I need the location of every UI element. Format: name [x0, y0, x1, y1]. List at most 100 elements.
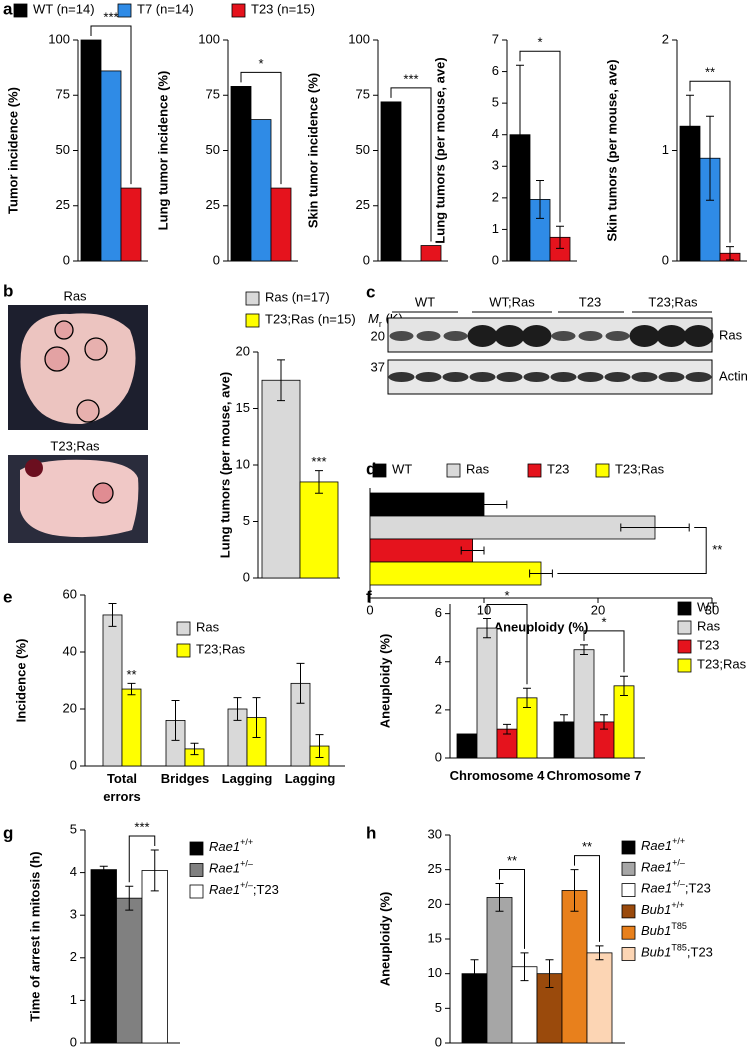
blot-band — [443, 331, 468, 341]
y-tick-label: 25 — [56, 197, 70, 212]
panel-letter: c — [366, 282, 375, 301]
blot-band — [496, 372, 523, 382]
legend-label: Rae1+/– — [209, 859, 253, 876]
error-bar — [556, 225, 564, 249]
error-bar — [620, 523, 690, 532]
y-tick-label: 75 — [206, 87, 220, 102]
legend-label: T23;Ras — [196, 641, 246, 656]
mr-symbol: M — [368, 311, 379, 326]
significance-label: *** — [134, 819, 149, 834]
bar — [369, 515, 656, 540]
blot-band — [605, 331, 630, 341]
error-bar — [470, 959, 479, 989]
blot-band — [550, 372, 577, 382]
y-tick-label: 10 — [428, 965, 442, 980]
error-bar — [315, 734, 324, 758]
blot-band — [415, 372, 442, 382]
legend-label: Ras (n=17) — [265, 289, 330, 304]
significance-label: ** — [126, 667, 136, 682]
y-tick-label: 4 — [435, 653, 442, 668]
panel-letter: g — [3, 823, 13, 842]
error-bar — [726, 246, 734, 261]
y-axis-label: Aneuploidy (%) — [377, 634, 392, 729]
y-tick-label: 30 — [428, 826, 442, 841]
blot-band — [388, 372, 415, 382]
legend-label-sup: +/– — [672, 879, 685, 889]
legend-swatch — [677, 658, 692, 673]
error-bar — [516, 64, 524, 205]
panel-letter: h — [366, 823, 376, 842]
y-tick-label: 5 — [243, 513, 250, 528]
blot-band — [658, 372, 685, 382]
error-bar — [233, 697, 242, 721]
lung-tissue — [20, 313, 136, 425]
significance-label: ** — [705, 65, 715, 80]
legend-label-sup: +/– — [240, 880, 253, 890]
legend-swatch — [372, 463, 387, 478]
legend-label: Ras — [466, 461, 490, 476]
panel-letter: f — [366, 587, 372, 606]
tumor-spot — [25, 459, 43, 477]
blot-band — [416, 331, 441, 341]
legend-swatch — [595, 463, 610, 478]
tumor-circle — [76, 399, 100, 423]
error-bar — [190, 742, 199, 756]
significance-bracket — [689, 80, 731, 243]
tumor-circle — [44, 346, 70, 372]
y-tick-label: 6 — [492, 63, 499, 78]
y-tick-label: 6 — [435, 605, 442, 620]
legend-swatch — [527, 463, 542, 478]
bar — [380, 101, 402, 262]
legend-label: WT (n=14) — [33, 1, 95, 16]
y-tick-label: 20 — [428, 896, 442, 911]
lane-label: WT — [415, 294, 435, 309]
legend-swatch — [13, 3, 28, 18]
y-tick-label: 50 — [356, 142, 370, 157]
error-bar — [483, 617, 491, 639]
significance-bracket — [583, 630, 625, 673]
error-bar — [495, 883, 504, 912]
lane-label: WT;Ras — [489, 294, 535, 309]
significance-label: *** — [311, 454, 326, 469]
bar — [102, 614, 123, 767]
legend-label-suffix: ;T23 — [687, 945, 713, 960]
blot-band — [578, 331, 603, 341]
image-caption: Ras — [63, 288, 87, 303]
significance-bracket — [557, 527, 707, 574]
significance-label: ** — [507, 853, 517, 868]
legend-label-sup: T85 — [671, 943, 687, 953]
significance-bracket — [486, 603, 528, 685]
y-tick-label: 0 — [70, 757, 77, 772]
bar — [369, 538, 473, 563]
x-tick-label: Lagging — [221, 771, 273, 786]
x-tick-label: Chromosome 7 — [546, 768, 642, 783]
legend-label: Bub1T85 — [641, 922, 687, 939]
bar — [250, 119, 272, 262]
y-axis-label: Aneuploidy (%) — [377, 892, 392, 987]
y-tick-label: 100 — [198, 31, 220, 46]
y-tick-label: 2 — [70, 949, 77, 964]
y-tick-label: 5 — [70, 821, 77, 836]
y-axis-label: Skin tumor incidence (%) — [305, 73, 320, 228]
blot-band — [685, 372, 712, 382]
legend-label: T7 (n=14) — [137, 1, 194, 16]
legend-swatch — [621, 883, 636, 897]
x-tick-label: 10 — [477, 602, 491, 617]
y-tick-label: 75 — [56, 87, 70, 102]
error-bar — [460, 500, 508, 509]
significance-label: ** — [712, 542, 722, 557]
bar — [90, 869, 117, 1044]
bar — [476, 627, 498, 759]
band-label: Ras — [719, 327, 743, 342]
significance-label: *** — [103, 9, 118, 24]
bar — [573, 649, 595, 759]
bar — [420, 245, 442, 262]
error-bar — [595, 945, 604, 961]
y-tick-label: 15 — [428, 930, 442, 945]
y-tick-label: 4 — [492, 126, 499, 141]
significance-label: * — [504, 588, 509, 603]
y-tick-label: 20 — [236, 343, 250, 358]
legend-label: T23;Ras (n=15) — [265, 311, 356, 326]
legend-label: Ras — [196, 619, 220, 634]
